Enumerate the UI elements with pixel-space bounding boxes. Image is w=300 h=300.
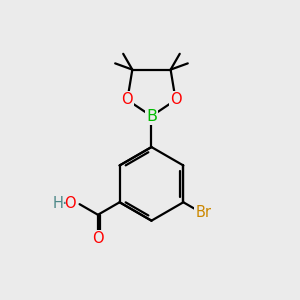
Text: O: O xyxy=(122,92,133,107)
Text: H: H xyxy=(53,196,64,211)
Text: O: O xyxy=(170,92,182,107)
Text: ·: · xyxy=(61,195,67,213)
Text: B: B xyxy=(146,109,157,124)
Text: O: O xyxy=(64,196,76,211)
Text: O: O xyxy=(92,231,104,246)
Text: Br: Br xyxy=(195,206,211,220)
